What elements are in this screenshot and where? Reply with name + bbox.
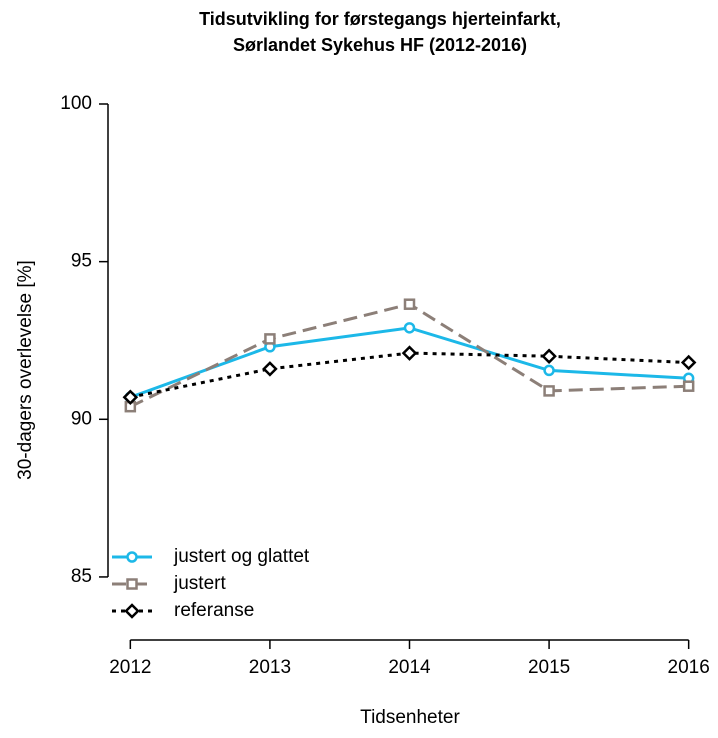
series-line <box>129 326 689 399</box>
point <box>543 364 555 377</box>
y-axis-label: 30-dagers overlevelse [%] <box>15 260 36 480</box>
point <box>403 322 416 334</box>
point <box>403 298 416 310</box>
legend-label: referanse <box>174 600 254 621</box>
legend-label: justert <box>173 573 226 594</box>
chart-subtitle: Sørlandet Sykehus HF (2012-2016) <box>233 35 527 55</box>
y-tick-label: 95 <box>71 251 92 272</box>
y-tick-label: 85 <box>71 566 92 587</box>
legend-label: justert og glattet <box>173 546 310 567</box>
x-tick-label: 2013 <box>249 657 291 678</box>
x-tick-label: 2012 <box>109 657 151 678</box>
point <box>682 380 695 392</box>
point <box>264 333 276 345</box>
x-tick-label: 2016 <box>668 657 710 678</box>
point <box>543 385 555 397</box>
point <box>680 354 697 371</box>
point <box>541 348 557 365</box>
point <box>126 551 138 563</box>
y-tick-label: 90 <box>71 408 92 429</box>
x-axis-label: Tidsenheter <box>360 707 460 728</box>
y-tick-label: 100 <box>60 93 92 114</box>
point <box>122 389 139 405</box>
x-tick-label: 2015 <box>528 657 570 678</box>
chart-title: Tidsutvikling for førstegangs hjerteinfa… <box>199 9 561 29</box>
x-tick-label: 2014 <box>388 657 431 678</box>
point <box>262 361 278 377</box>
point <box>124 603 140 619</box>
point <box>401 345 418 361</box>
point <box>126 578 138 590</box>
